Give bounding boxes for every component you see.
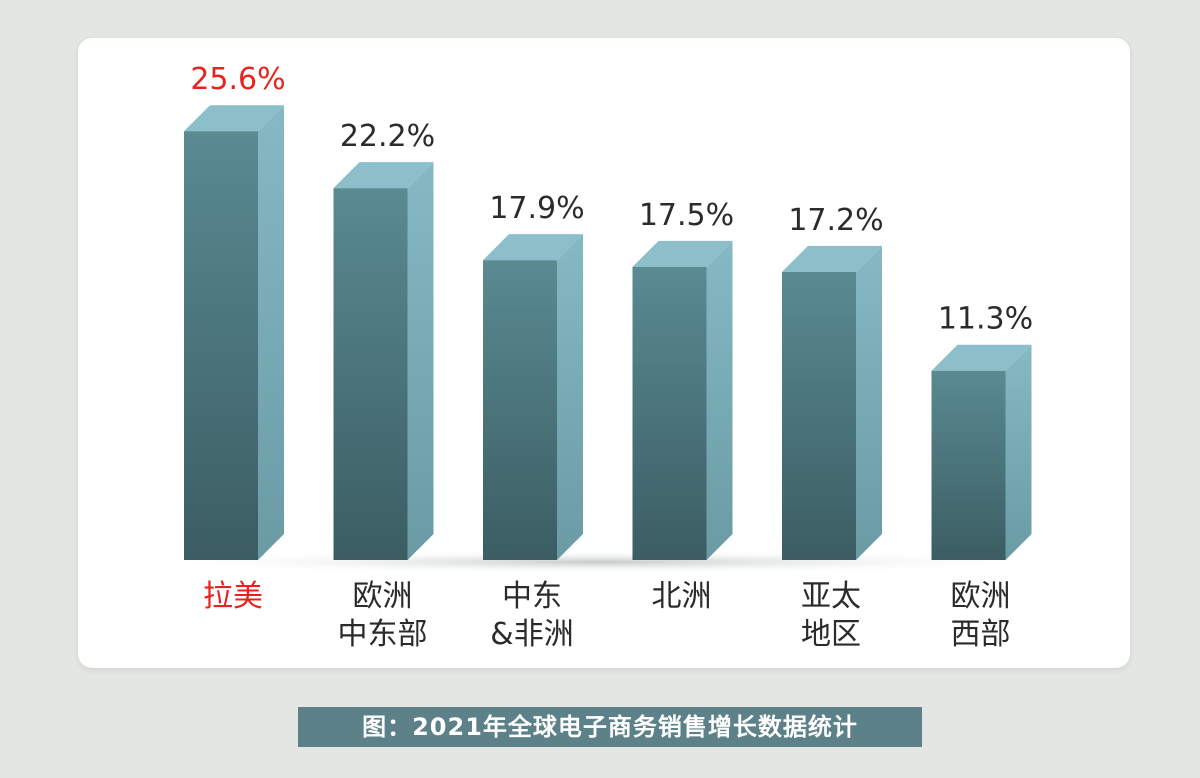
- bar-top-face: [931, 344, 1032, 371]
- category-label: 拉美: [203, 579, 263, 614]
- bar-side-face: [856, 245, 882, 560]
- bar-side-face: [407, 162, 434, 560]
- category-label: 亚太: [801, 579, 861, 614]
- bar-1: [184, 105, 284, 560]
- category-label: 欧洲: [951, 579, 1011, 614]
- value-label: 22.2%: [340, 119, 435, 154]
- category-label: 欧洲: [353, 579, 413, 614]
- bar-side-face: [557, 234, 583, 561]
- bar-side-face: [258, 105, 284, 560]
- bar-front-face: [632, 266, 707, 560]
- category-label: 中东部: [338, 617, 428, 652]
- category-label: 中东: [502, 579, 562, 614]
- category-label: &非洲: [490, 617, 573, 652]
- bar-6: [931, 344, 1032, 560]
- value-label: 11.3%: [938, 302, 1033, 337]
- bar-top-face: [782, 245, 882, 272]
- bar-front-face: [333, 188, 408, 560]
- bar-3: [483, 234, 583, 561]
- bar-5: [782, 245, 882, 560]
- bar-top-face: [333, 162, 434, 189]
- bar-front-face: [184, 131, 258, 560]
- bar-top-face: [483, 234, 583, 261]
- bar-top-face: [632, 240, 733, 267]
- floor-shadow: [130, 550, 1070, 574]
- bar-front-face: [782, 271, 856, 560]
- category-label: 地区: [801, 617, 861, 652]
- bar-2: [333, 162, 434, 560]
- chart-caption: 图：2021年全球电子商务销售增长数据统计: [298, 707, 922, 747]
- bar-front-face: [483, 260, 557, 560]
- category-label: 北洲: [652, 579, 712, 614]
- bar-side-face: [1005, 344, 1032, 560]
- value-label: 17.2%: [788, 203, 883, 238]
- bar-top-face: [184, 105, 284, 132]
- value-label: 17.5%: [639, 198, 734, 233]
- bar-4: [632, 240, 733, 560]
- bar-side-face: [706, 240, 733, 560]
- value-label: 25.6%: [190, 62, 285, 97]
- category-label: 西部: [951, 617, 1011, 652]
- value-label: 17.9%: [489, 191, 584, 226]
- bar-front-face: [931, 370, 1006, 560]
